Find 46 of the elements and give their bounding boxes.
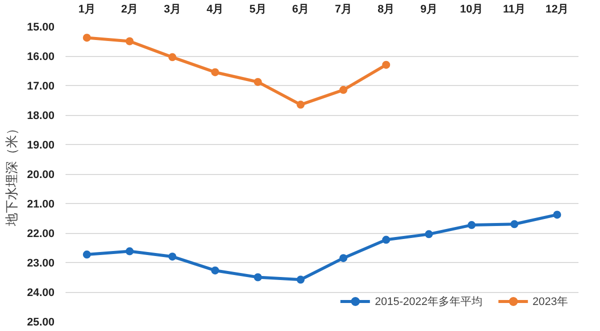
point (82, 250, 91, 259)
x-tick-label: 11月 (503, 4, 526, 16)
y-tick-label: 15.00 (26, 22, 55, 34)
point (382, 236, 390, 244)
x-tick-label: 7月 (334, 4, 352, 16)
x-tick-label: 2月 (121, 4, 138, 16)
legend-label: 2015-2022年多年平均 (374, 294, 483, 308)
point (424, 230, 433, 238)
legend-label: 2023年 (532, 294, 568, 308)
point (382, 60, 390, 69)
y-tick-label: 24.00 (26, 287, 55, 299)
point (168, 252, 176, 261)
x-tick-label: 12月 (546, 4, 569, 16)
point (82, 34, 91, 42)
point (553, 210, 562, 219)
point (168, 53, 176, 62)
point (510, 220, 518, 228)
y-tick-label: 18.00 (26, 110, 55, 122)
point (254, 78, 262, 86)
point (296, 276, 305, 284)
y-tick-label: 21.00 (26, 198, 55, 210)
y-tick-label: 20.00 (26, 169, 55, 181)
point (296, 100, 305, 109)
y-tick-label: 19.00 (26, 140, 55, 152)
y-tick-label: 22.00 (26, 228, 55, 240)
y-tick-label: 17.00 (26, 80, 55, 92)
point (468, 221, 476, 230)
y-tick-label: 16.00 (26, 51, 55, 63)
x-tick-label: 3月 (164, 4, 181, 16)
point (339, 86, 348, 94)
x-tick-label: 6月 (292, 4, 310, 16)
point (254, 273, 262, 282)
x-tick-label: 1月 (78, 4, 96, 16)
x-tick-label: 10月 (460, 4, 484, 16)
y-tick-label: 25.00 (26, 316, 55, 328)
y-axis-title: 地下水埋深（米） (4, 122, 19, 227)
point (211, 68, 220, 76)
x-tick-label: 9月 (420, 4, 438, 16)
point (126, 247, 134, 256)
x-tick-label: 4月 (206, 4, 224, 16)
point (126, 37, 134, 46)
y-tick-label: 23.00 (26, 258, 55, 270)
x-tick-label: 5月 (249, 4, 266, 16)
point (211, 266, 220, 274)
point (339, 254, 348, 262)
x-tick-label: 8月 (378, 4, 395, 16)
